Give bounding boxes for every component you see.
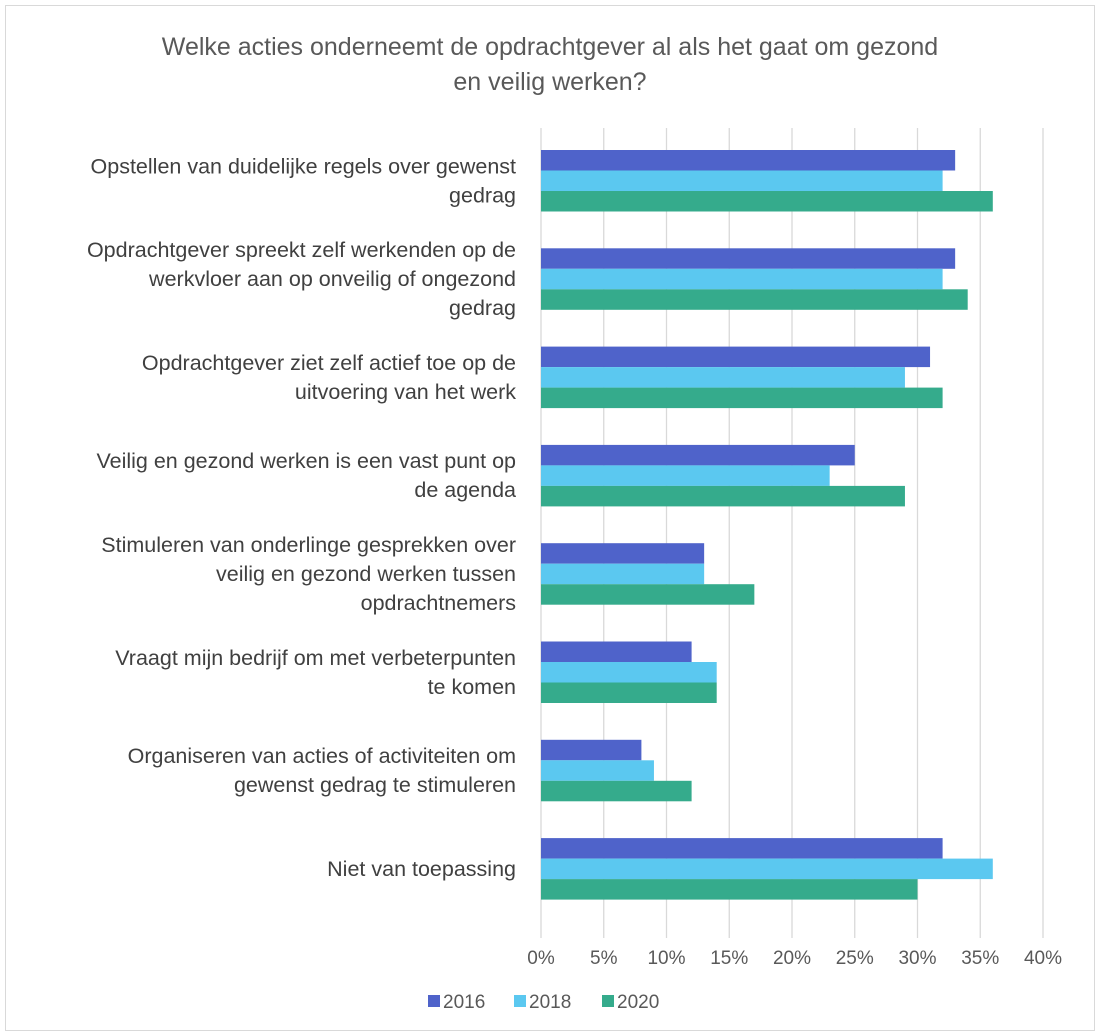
bar-2018: [541, 563, 705, 585]
legend-label: 2018: [529, 992, 571, 1013]
x-tick-label: 35%: [961, 948, 999, 969]
category-label: opdrachtnemers: [361, 591, 516, 615]
x-tick-label: 5%: [590, 948, 618, 969]
bar-2018: [541, 465, 830, 486]
x-tick-label: 10%: [647, 948, 685, 969]
bar-2018: [541, 367, 905, 388]
bar-2016: [541, 444, 855, 466]
category-label: Niet van toepassing: [327, 857, 516, 881]
category-label: werkvloer aan op onveilig of ongezond: [148, 267, 516, 291]
bar-2018: [541, 858, 993, 880]
category-label: de agenda: [414, 478, 516, 502]
category-label: uitvoering van het werk: [295, 380, 516, 404]
bars: [541, 150, 993, 900]
x-tick-label: 30%: [898, 948, 936, 969]
bar-2020: [541, 879, 918, 900]
legend-label: 2020: [617, 992, 659, 1013]
legend-swatch-2018: [514, 995, 526, 1007]
bar-2018: [541, 268, 943, 290]
bar-2020: [541, 191, 993, 212]
category-label: Opdrachtgever ziet zelf actief toe op de: [142, 351, 516, 375]
bar-2018: [541, 662, 717, 683]
chart-frame: [5, 5, 1095, 1031]
x-tick-label: 20%: [773, 948, 811, 969]
bar-2016: [541, 346, 931, 368]
category-label: te komen: [428, 675, 516, 699]
x-axis-tick-labels: 0% 5% 10% 15% 20% 25% 30% 35% 40%: [527, 948, 1062, 969]
category-label: gewenst gedrag te stimuleren: [234, 773, 516, 797]
bar-2016: [541, 641, 692, 662]
x-tick-label: 40%: [1024, 948, 1062, 969]
bar-2018: [541, 170, 943, 191]
category-label: Stimuleren van onderlinge gesprekken ove…: [101, 533, 516, 557]
bar-2020: [541, 682, 717, 703]
category-label: Veilig en gezond werken is een vast punt…: [96, 449, 516, 473]
legend-swatch-2020: [602, 995, 614, 1007]
category-label: gedrag: [449, 296, 516, 320]
x-tick-label: 15%: [710, 948, 748, 969]
legend-swatch-2016: [428, 995, 440, 1007]
legend: 2016 2018 2020: [428, 992, 659, 1013]
category-label: gedrag: [449, 183, 516, 207]
x-tick-label: 25%: [836, 948, 874, 969]
bar-2016: [541, 838, 943, 859]
bar-2016: [541, 150, 956, 171]
bar-2016: [541, 543, 705, 564]
bar-2018: [541, 760, 654, 781]
category-label: Vraagt mijn bedrijf om met verbeterpunte…: [115, 646, 516, 670]
bar-2020: [541, 584, 755, 605]
category-label: Opstellen van duidelijke regels over gew…: [91, 154, 516, 178]
bar-2020: [541, 387, 943, 409]
category-labels: Opstellen van duidelijke regels over gew…: [87, 154, 516, 881]
bar-2020: [541, 289, 968, 310]
category-label: Opdrachtgever spreekt zelf werkenden op …: [87, 238, 516, 262]
bar-2016: [541, 248, 956, 269]
bar-2020: [541, 485, 905, 507]
category-label: veilig en gezond werken tussen: [216, 562, 516, 586]
chart-title-line: en veilig werken?: [453, 68, 646, 96]
bar-2016: [541, 739, 642, 761]
chart-title-line: Welke acties onderneemt de opdrachtgever…: [162, 33, 938, 61]
category-label: Organiseren van acties of activiteiten o…: [128, 744, 516, 768]
bar-2020: [541, 780, 692, 802]
chart-title: Welke acties onderneemt de opdrachtgever…: [162, 33, 938, 96]
legend-label: 2016: [443, 992, 485, 1013]
x-tick-label: 0%: [527, 948, 555, 969]
